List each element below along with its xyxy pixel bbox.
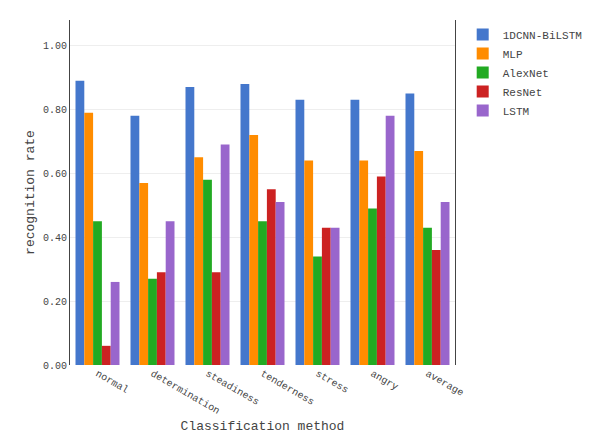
svg-text:determination: determination xyxy=(149,368,222,417)
svg-text:stress: stress xyxy=(314,368,351,396)
svg-text:0.00: 0.00 xyxy=(43,361,67,372)
svg-text:recognition rate: recognition rate xyxy=(23,130,38,255)
svg-text:LSTM: LSTM xyxy=(503,106,529,118)
svg-text:1DCNN-BiLSTM: 1DCNN-BiLSTM xyxy=(503,30,582,42)
svg-text:steadiness: steadiness xyxy=(204,368,261,408)
svg-text:ResNet: ResNet xyxy=(503,87,543,99)
svg-text:normal: normal xyxy=(94,368,131,396)
svg-text:0.20: 0.20 xyxy=(43,297,67,308)
svg-text:0.80: 0.80 xyxy=(43,105,67,116)
svg-text:1.00: 1.00 xyxy=(43,41,67,52)
svg-text:angry: angry xyxy=(369,368,400,393)
svg-text:MLP: MLP xyxy=(503,49,523,61)
svg-text:Classification method: Classification method xyxy=(181,419,345,434)
svg-text:AlexNet: AlexNet xyxy=(503,68,549,80)
svg-text:0.40: 0.40 xyxy=(43,233,67,244)
svg-text:0.60: 0.60 xyxy=(43,169,67,180)
svg-text:tenderness: tenderness xyxy=(259,368,316,408)
svg-text:average: average xyxy=(424,368,466,399)
